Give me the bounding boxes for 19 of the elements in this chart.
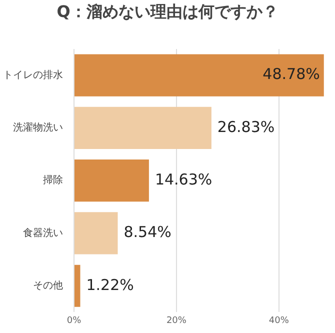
- data-label: 14.63%: [154, 170, 212, 188]
- data-label: 26.83%: [217, 118, 275, 136]
- bar: [74, 54, 324, 96]
- y-tick-label: その他: [33, 279, 63, 292]
- y-tick-label: トイレの排水: [3, 68, 63, 81]
- chart-title: Q：溜めない理由は何ですか？: [56, 2, 280, 23]
- bar: [74, 160, 149, 202]
- data-label: 1.22%: [86, 276, 134, 294]
- y-tick-label: 洗濯物洗い: [13, 122, 63, 134]
- x-tick-label: 0%: [66, 316, 82, 326]
- x-tick-label: 20%: [166, 316, 187, 326]
- data-label: 8.54%: [124, 223, 172, 242]
- bar: [74, 106, 212, 150]
- bar: [74, 264, 80, 307]
- data-label: 48.78%: [262, 65, 320, 84]
- bar: [74, 212, 118, 254]
- y-tick-label: 掃除: [43, 174, 63, 186]
- x-tick-label: 40%: [268, 316, 290, 326]
- y-tick-label: 食器洗い: [23, 226, 63, 239]
